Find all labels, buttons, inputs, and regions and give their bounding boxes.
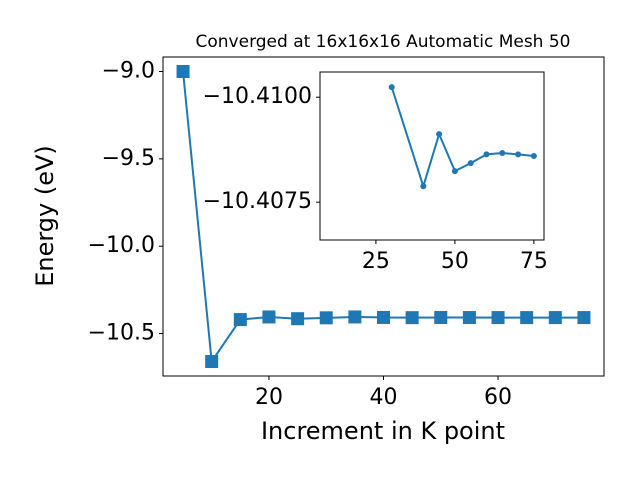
y-axis-label: Energy (eV) (31, 145, 59, 287)
x-tick-label: 75 (520, 249, 548, 274)
marker (420, 183, 427, 190)
plot-frame (162, 56, 605, 377)
marker (577, 311, 591, 325)
marker (205, 355, 219, 368)
x-axis-label: Increment in K point (261, 417, 505, 445)
x-tick-label: 50 (441, 249, 469, 274)
y-tick-label: −9.5 (102, 146, 155, 171)
x-tick-label: 25 (362, 249, 390, 274)
marker (436, 131, 443, 138)
marker (499, 150, 506, 157)
y-tick-label: −9.0 (102, 59, 155, 84)
x-tick-label: 20 (255, 385, 283, 410)
marker (434, 311, 448, 325)
plot-clip (176, 65, 591, 368)
marker (462, 311, 476, 325)
y-tick-label: −10.0 (88, 233, 155, 258)
plot-clip (388, 84, 537, 190)
marker (291, 312, 305, 326)
marker (483, 151, 490, 158)
marker (515, 151, 522, 158)
marker (491, 311, 505, 325)
marker (530, 153, 537, 159)
marker (388, 84, 395, 91)
marker (405, 311, 419, 325)
marker (319, 311, 333, 325)
marker (377, 310, 390, 324)
y-tick-label: −10.4075 (203, 189, 312, 214)
marker (451, 168, 458, 175)
marker (348, 310, 362, 324)
plot-frame (319, 71, 545, 241)
x-tick-label: 40 (370, 385, 398, 410)
y-tick-label: −10.4100 (203, 84, 312, 109)
marker (233, 313, 247, 327)
marker (176, 65, 190, 78)
marker (548, 311, 562, 325)
marker (262, 310, 276, 324)
y-tick-label: −10.5 (88, 321, 155, 346)
marker (467, 160, 474, 167)
marker (520, 311, 534, 325)
x-tick-label: 60 (484, 385, 512, 410)
chart-title: Converged at 16x16x16 Automatic Mesh 50 (196, 32, 571, 52)
